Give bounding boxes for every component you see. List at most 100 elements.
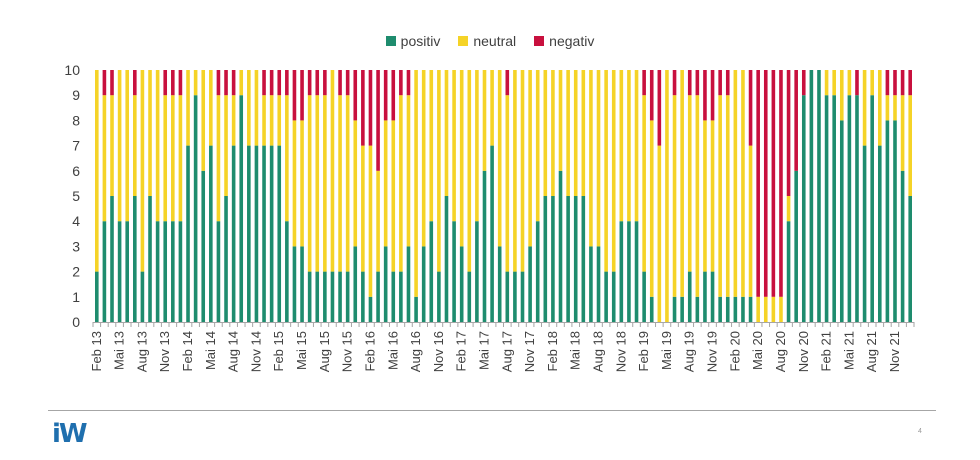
bar-segment-neutral	[95, 70, 99, 272]
bar-segment-positiv	[855, 95, 859, 322]
bar-segment-positiv	[125, 221, 130, 322]
bar-segment-negativ	[642, 70, 646, 96]
x-tick-label: Mai 17	[476, 331, 491, 370]
y-tick-label: 2	[72, 264, 80, 280]
bar-segment-positiv	[361, 271, 365, 322]
legend-label-neutral: neutral	[473, 33, 517, 49]
y-tick-label: 10	[64, 62, 80, 78]
bar-segment-neutral	[421, 70, 426, 247]
bar-segment-positiv	[528, 246, 532, 322]
bar-segment-neutral	[786, 196, 791, 222]
bar-segment-neutral	[269, 95, 274, 146]
bar-segment-neutral	[847, 70, 852, 96]
bar-segment-neutral	[687, 95, 692, 272]
bar-segment-neutral	[406, 95, 411, 247]
bar-segment-positiv	[201, 170, 206, 322]
bar-segment-positiv	[497, 246, 502, 322]
bar-segment-positiv	[505, 271, 510, 322]
bar-segment-neutral	[163, 95, 168, 222]
bar-segment-negativ	[786, 70, 791, 196]
bar-segment-positiv	[634, 221, 639, 322]
legend: positiv neutral negativ	[0, 33, 980, 49]
bar-segment-positiv	[247, 145, 251, 322]
bar-segment-positiv	[543, 196, 548, 322]
bar-segment-negativ	[855, 70, 859, 96]
bar-segment-neutral	[543, 70, 548, 196]
bar-segment-positiv	[171, 221, 175, 322]
bar-segment-positiv	[596, 246, 601, 322]
x-tick-label: Feb 20	[727, 331, 742, 371]
x-tick-label: Aug 15	[317, 331, 332, 372]
bar-segment-neutral	[604, 70, 608, 272]
bar-segment-negativ	[361, 70, 365, 146]
bar-segment-positiv	[573, 196, 578, 322]
bar-segment-negativ	[216, 70, 221, 96]
x-tick-label: Aug 13	[134, 331, 149, 372]
bar-segment-negativ	[406, 70, 411, 96]
bar-segment-positiv	[619, 221, 624, 322]
bar-segment-negativ	[376, 70, 380, 171]
bar-segment-neutral	[216, 95, 221, 222]
x-tick-label: Feb 14	[180, 331, 195, 371]
bar-segment-negativ	[353, 70, 358, 121]
y-tick-label: 9	[72, 87, 80, 103]
bar-segment-neutral	[353, 120, 358, 247]
bar-segment-positiv	[193, 95, 198, 322]
bar-segment-positiv	[748, 296, 753, 322]
y-tick-label: 4	[72, 213, 80, 229]
y-tick-label: 6	[72, 163, 80, 179]
bar-segment-neutral	[315, 95, 320, 272]
bar-segment-positiv	[345, 271, 350, 322]
bar-segment-positiv	[627, 221, 631, 322]
bar-segment-neutral	[619, 70, 624, 222]
bar-segment-neutral	[566, 70, 570, 196]
x-tick-label: Feb 13	[89, 331, 104, 371]
bar-segment-positiv	[710, 271, 715, 322]
bar-segment-negativ	[779, 70, 783, 297]
bar-segment-negativ	[908, 70, 912, 96]
x-tick-label: Nov 16	[431, 331, 446, 372]
bar-segment-neutral	[110, 95, 114, 196]
bar-segment-negativ	[657, 70, 662, 146]
x-tick-label: Aug 20	[773, 331, 788, 372]
bar-segment-neutral	[277, 95, 282, 146]
bar-segment-negativ	[900, 70, 905, 96]
bar-segment-neutral	[437, 70, 441, 272]
bar-segment-negativ	[725, 70, 730, 96]
bar-segment-positiv	[285, 221, 289, 322]
y-tick-label: 8	[72, 112, 80, 128]
bar-segment-positiv	[893, 120, 897, 323]
bar-segment-neutral	[133, 95, 137, 196]
x-tick-label: Nov 21	[887, 331, 902, 372]
bar-segment-neutral	[102, 95, 107, 222]
bar-segment-positiv	[604, 271, 608, 322]
bar-segment-neutral	[824, 70, 829, 96]
bar-segment-neutral	[330, 70, 335, 272]
x-tick-label: Nov 18	[613, 331, 628, 372]
bar-segment-neutral	[741, 70, 745, 297]
x-tick-label: Feb 21	[819, 331, 834, 371]
bar-segment-neutral	[520, 70, 525, 272]
bar-segment-positiv	[421, 246, 426, 322]
bar-segment-positiv	[133, 196, 137, 322]
bar-segment-neutral	[573, 70, 578, 196]
bar-segment-positiv	[908, 196, 912, 322]
bar-segment-positiv	[733, 296, 738, 322]
legend-item-neutral: neutral	[458, 33, 516, 49]
bar-segment-neutral	[467, 70, 472, 272]
x-tick-label: Aug 14	[226, 331, 241, 372]
bar-segment-positiv	[292, 246, 297, 322]
y-tick-label: 1	[72, 289, 80, 305]
bar-segment-neutral	[893, 95, 897, 121]
bar-segment-negativ	[399, 70, 403, 96]
bar-segment-positiv	[642, 271, 646, 322]
bar-segment-neutral	[710, 120, 715, 272]
bar-segment-negativ	[231, 70, 236, 96]
bar-segment-neutral	[178, 95, 183, 222]
bar-segment-neutral	[862, 70, 867, 146]
bar-segment-negativ	[345, 70, 350, 96]
bar-segment-positiv	[703, 271, 707, 322]
bar-segment-negativ	[695, 70, 700, 96]
bar-segment-negativ	[285, 70, 289, 96]
bar-segment-neutral	[513, 70, 517, 272]
